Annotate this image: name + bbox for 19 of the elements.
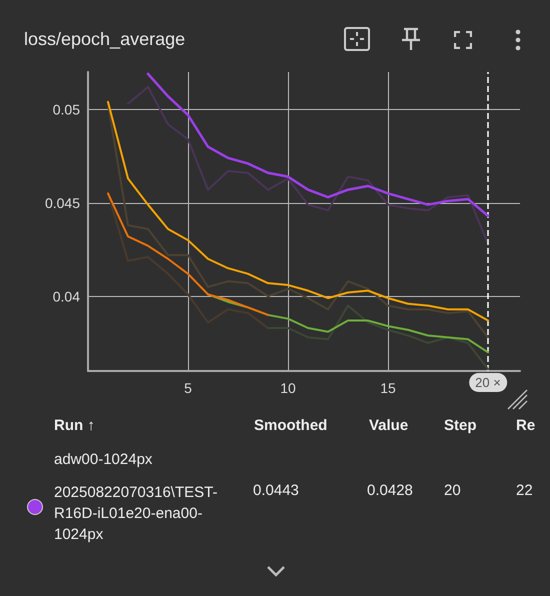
y-tick-label: 0.05 (52, 101, 80, 118)
y-tick-label: 0.045 (44, 194, 80, 211)
ref-line-label: 20 × (469, 373, 507, 392)
text: Smoothed (254, 417, 328, 434)
x-tick-label: 15 (380, 380, 396, 396)
text: Run ↑ (54, 417, 95, 434)
text: adw00-1024px (54, 451, 152, 468)
text: 20 (444, 482, 461, 499)
text: 0.0428 (367, 482, 413, 499)
y-tick-label: 0.04 (52, 288, 80, 304)
text: 0.0443 (253, 482, 299, 499)
text: Value (369, 417, 408, 434)
legend-label: 20250822070316\TEST-R16D-iL01e20-ena00-1024px (54, 483, 218, 545)
chart-title: loss/epoch_average (24, 29, 186, 50)
text: Re (516, 417, 536, 434)
x-tick-label: 5 (184, 380, 192, 396)
text: Step (444, 417, 477, 434)
x-tick-label: 10 (280, 380, 296, 396)
text: 22 (516, 482, 533, 499)
